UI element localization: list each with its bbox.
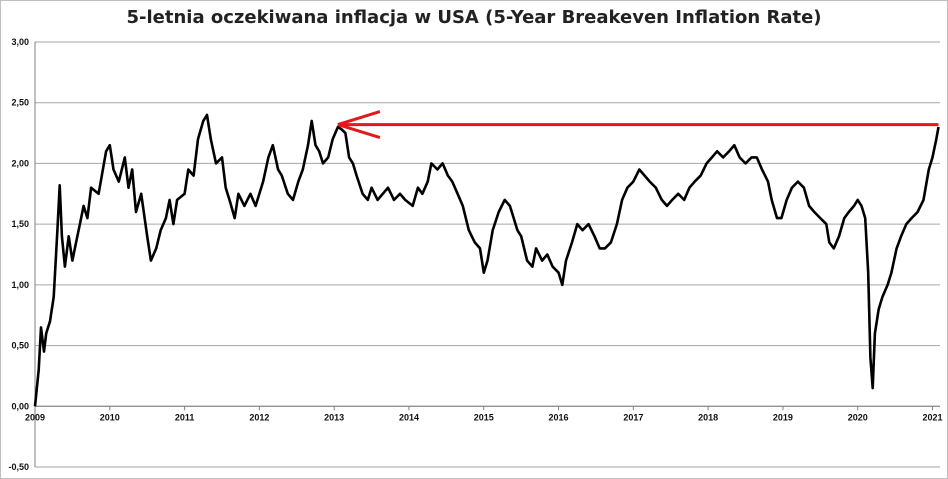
y-tick-label: 1,00 bbox=[11, 280, 29, 290]
x-axis-ticks: 2009 2010 2011 2012 2013 2014 2015 2016 2017 2018… bbox=[25, 406, 943, 422]
series-line-0 bbox=[33, 113, 940, 407]
annotation-arrow-head-lower bbox=[337, 123, 381, 140]
series-group bbox=[33, 113, 940, 407]
y-tick-label: 2,00 bbox=[11, 158, 29, 168]
x-tick-label: 2015 bbox=[474, 412, 494, 422]
y-axis-ticks: 3,00 2,50 2,00 1,50 1,00 0,50 0,00 -0,50 bbox=[8, 37, 29, 472]
x-tick-label: 2017 bbox=[623, 412, 643, 422]
x-tick-label: 2019 bbox=[773, 412, 793, 422]
x-tick-label: 2020 bbox=[848, 412, 868, 422]
annotation-group bbox=[337, 110, 939, 140]
x-tick-label: 2014 bbox=[399, 412, 419, 422]
annotation-arrow-head-upper bbox=[337, 110, 381, 127]
x-tick-label: 2012 bbox=[249, 412, 269, 422]
y-tick-label: 1,50 bbox=[11, 219, 29, 229]
y-tick-label: 2,50 bbox=[11, 98, 29, 108]
x-tick-label: 2021 bbox=[923, 412, 943, 422]
x-tick-label: 2016 bbox=[549, 412, 569, 422]
chart-title: 5-letnia oczekiwana inflacja w USA (5-Ye… bbox=[126, 7, 822, 28]
x-tick-label: 2010 bbox=[100, 412, 120, 422]
x-tick-label: 2011 bbox=[175, 412, 195, 422]
y-tick-label: 3,00 bbox=[11, 37, 29, 47]
x-tick-label: 2018 bbox=[698, 412, 718, 422]
y-tick-label: -0,50 bbox=[8, 462, 29, 472]
y-tick-label: 0,50 bbox=[11, 341, 29, 351]
x-tick-label: 2013 bbox=[324, 412, 344, 422]
y-tick-label: 0,00 bbox=[11, 401, 29, 411]
